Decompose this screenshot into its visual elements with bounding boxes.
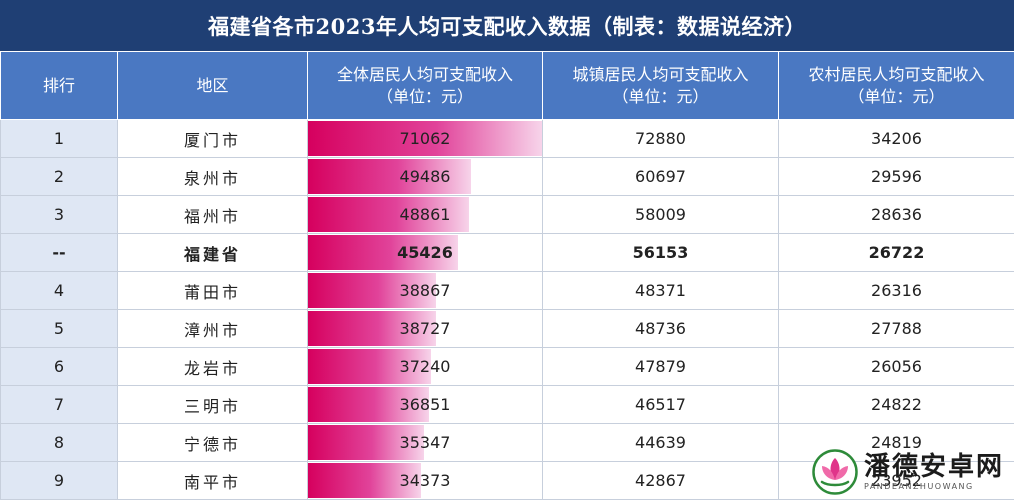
table-row: 6 龙岩市 37240 47879 26056 — [0, 347, 1014, 386]
region-cell: 南平市 — [117, 461, 308, 500]
urban-income-cell: 60697 — [542, 157, 779, 196]
total-income-value: 34373 — [399, 471, 451, 490]
urban-income-cell: 58009 — [542, 195, 779, 234]
urban-income-cell: 46517 — [542, 385, 779, 424]
total-income-cell: 37240 — [307, 347, 543, 386]
header-urban: 城镇居民人均可支配收入 （单位：元） — [542, 51, 779, 120]
total-income-bar — [308, 235, 458, 270]
header-region: 地区 — [117, 51, 308, 120]
header-rural-unit: （单位：元） — [848, 86, 945, 106]
total-income-cell: 71062 — [307, 119, 543, 158]
urban-income-cell: 42867 — [542, 461, 779, 500]
region-cell: 厦门市 — [117, 119, 308, 158]
rural-income-cell: 24822 — [778, 385, 1014, 424]
table-row: 1 厦门市 71062 72880 34206 — [0, 119, 1014, 158]
total-income-cell: 38727 — [307, 309, 543, 348]
table-row: 3 福州市 48861 58009 28636 — [0, 195, 1014, 234]
rank-cell: 6 — [0, 347, 118, 386]
rural-income-cell: 26316 — [778, 271, 1014, 310]
rank-cell: 2 — [0, 157, 118, 196]
table-row: 2 泉州市 49486 60697 29596 — [0, 157, 1014, 196]
total-income-value: 35347 — [399, 433, 451, 452]
table-row: 5 漳州市 38727 48736 27788 — [0, 309, 1014, 348]
header-total-unit: （单位：元） — [376, 86, 473, 106]
total-income-bar — [308, 159, 471, 194]
lotus-logo-icon — [812, 449, 858, 495]
total-income-value: 45426 — [397, 243, 453, 262]
rural-income-cell: 26722 — [778, 233, 1014, 272]
total-income-cell: 48861 — [307, 195, 543, 234]
rural-income-cell: 26056 — [778, 347, 1014, 386]
total-income-value: 36851 — [399, 395, 451, 414]
header-total: 全体居民人均可支配收入 （单位：元） — [307, 51, 543, 120]
header-rural: 农村居民人均可支配收入 （单位：元） — [778, 51, 1014, 120]
urban-income-cell: 72880 — [542, 119, 779, 158]
header-urban-unit: （单位：元） — [612, 86, 709, 106]
total-income-value: 71062 — [399, 129, 451, 148]
header-rural-title: 农村居民人均可支配收入 — [808, 64, 985, 84]
rank-cell: 1 — [0, 119, 118, 158]
table-row: 7 三明市 36851 46517 24822 — [0, 385, 1014, 424]
watermark-name: 潘德安卓网 — [864, 452, 1005, 482]
watermark-subtitle: PANDEANZHUOWANG — [864, 482, 974, 491]
total-income-bar — [308, 387, 430, 422]
table-row-province: -- 福建省 45426 56153 26722 — [0, 233, 1014, 272]
region-cell: 泉州市 — [117, 157, 308, 196]
rank-cell: 4 — [0, 271, 118, 310]
total-income-cell: 36851 — [307, 385, 543, 424]
watermark-logo: 潘德安卓网 PANDEANZHUOWANG — [812, 448, 1008, 496]
total-income-bar — [308, 311, 436, 346]
region-cell: 莆田市 — [117, 271, 308, 310]
total-income-cell: 38867 — [307, 271, 543, 310]
total-income-bar — [308, 425, 425, 460]
rural-income-cell: 34206 — [778, 119, 1014, 158]
rural-income-cell: 28636 — [778, 195, 1014, 234]
page-title: 福建省各市2023年人均可支配收入数据（制表：数据说经济） — [0, 0, 1014, 51]
total-income-cell: 45426 — [307, 233, 543, 272]
region-cell: 龙岩市 — [117, 347, 308, 386]
rank-cell: 7 — [0, 385, 118, 424]
header-rank: 排行 — [0, 51, 118, 120]
total-income-value: 48861 — [399, 205, 451, 224]
rank-cell: 8 — [0, 423, 118, 462]
income-table: 排行 地区 全体居民人均可支配收入 （单位：元） 城镇居民人均可支配收入 （单位… — [0, 51, 1014, 500]
total-income-value: 37240 — [399, 357, 451, 376]
region-cell: 福州市 — [117, 195, 308, 234]
total-income-cell: 35347 — [307, 423, 543, 462]
total-income-bar — [308, 197, 469, 232]
urban-income-cell: 44639 — [542, 423, 779, 462]
total-income-bar — [308, 273, 436, 308]
total-income-cell: 49486 — [307, 157, 543, 196]
rank-cell: 5 — [0, 309, 118, 348]
total-income-value: 38727 — [399, 319, 451, 338]
region-cell: 宁德市 — [117, 423, 308, 462]
table-row: 4 莆田市 38867 48371 26316 — [0, 271, 1014, 310]
total-income-bar — [308, 463, 422, 498]
total-income-value: 38867 — [399, 281, 451, 300]
total-income-value: 49486 — [399, 167, 451, 186]
rank-cell: 9 — [0, 461, 118, 500]
urban-income-cell: 47879 — [542, 347, 779, 386]
region-cell: 漳州市 — [117, 309, 308, 348]
table-header-row: 排行 地区 全体居民人均可支配收入 （单位：元） 城镇居民人均可支配收入 （单位… — [0, 51, 1014, 120]
urban-income-cell: 56153 — [542, 233, 779, 272]
rural-income-cell: 27788 — [778, 309, 1014, 348]
rank-cell: 3 — [0, 195, 118, 234]
header-total-title: 全体居民人均可支配收入 — [336, 64, 513, 84]
total-income-cell: 34373 — [307, 461, 543, 500]
rank-cell: -- — [0, 233, 118, 272]
region-cell: 三明市 — [117, 385, 308, 424]
region-cell: 福建省 — [117, 233, 308, 272]
rural-income-cell: 29596 — [778, 157, 1014, 196]
total-income-bar — [308, 349, 431, 384]
header-urban-title: 城镇居民人均可支配收入 — [572, 64, 749, 84]
urban-income-cell: 48371 — [542, 271, 779, 310]
total-income-bar — [308, 121, 542, 156]
table-row: 8 宁德市 35347 44639 24819 — [0, 423, 1014, 462]
urban-income-cell: 48736 — [542, 309, 779, 348]
